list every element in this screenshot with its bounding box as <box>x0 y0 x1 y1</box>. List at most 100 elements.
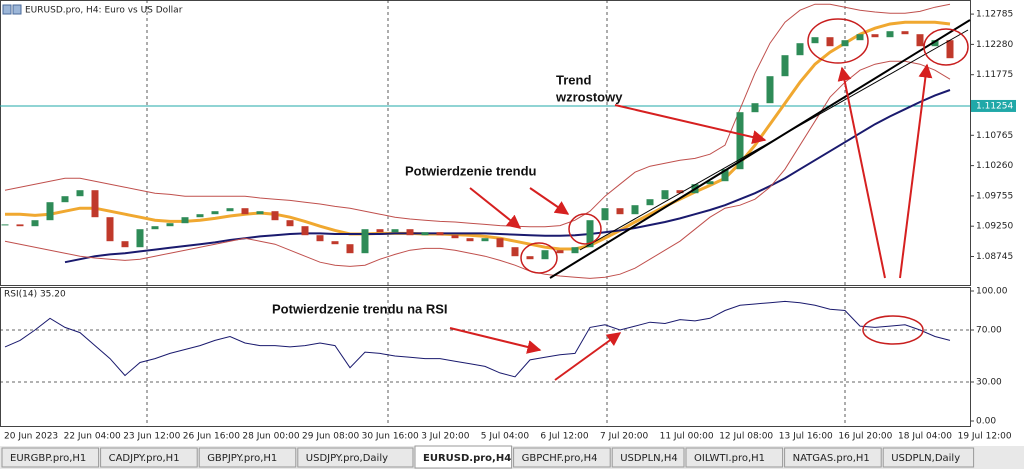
candle <box>226 208 234 212</box>
candle <box>121 241 129 248</box>
tab[interactable] <box>100 447 198 468</box>
x-tick-label: 7 Jul 20:00 <box>600 432 649 442</box>
tab[interactable] <box>414 445 513 469</box>
tab[interactable] <box>611 447 685 468</box>
annotation: Potwierdzenie trendu na RSI <box>272 301 448 316</box>
tab-label[interactable]: USDPLN,Daily <box>891 453 960 464</box>
tab-label[interactable]: CADJPY.pro,H1 <box>109 453 180 464</box>
x-tick-label: 29 Jun 08:00 <box>302 432 359 442</box>
candle <box>286 220 294 227</box>
tab-label[interactable]: OILWTI.pro,H1 <box>694 453 765 464</box>
candle <box>376 229 384 233</box>
vertical-grid <box>146 0 846 427</box>
tab[interactable] <box>198 447 297 468</box>
candle <box>736 112 744 170</box>
candle <box>1 224 9 226</box>
candle <box>781 55 789 77</box>
ellipse <box>520 242 558 274</box>
y-tick-label: 1.12280 <box>976 40 1013 50</box>
candle <box>151 226 159 230</box>
tab-label[interactable]: USDJPY.pro,Daily <box>306 453 388 464</box>
tab-label[interactable]: NATGAS.pro,H1 <box>793 453 870 464</box>
toolbar-icons <box>2 4 22 15</box>
y-tick-label: 1.12785 <box>976 10 1013 20</box>
x-tick-label: 30 Jun 16:00 <box>362 432 419 442</box>
y-tick-label: 1.09755 <box>976 191 1013 201</box>
icon[interactable] <box>2 4 12 15</box>
rsi-panel <box>0 287 971 427</box>
current-price-label: 1.11254 <box>976 101 1013 111</box>
tab-label[interactable]: GBPCHF.pro,H4 <box>522 453 598 464</box>
tab-label[interactable]: GBPJPY.pro,H1 <box>207 453 277 464</box>
line <box>64 89 951 264</box>
candle <box>676 190 684 194</box>
arrow <box>449 327 542 354</box>
arrow <box>529 187 570 215</box>
arrow <box>469 187 522 229</box>
candle <box>106 217 114 242</box>
x-tick-label: 26 Jun 16:00 <box>183 432 240 442</box>
icon[interactable] <box>12 4 22 15</box>
x-tick-label: 23 Jun 12:00 <box>123 432 180 442</box>
trend-line <box>579 29 969 251</box>
candle <box>316 235 324 242</box>
tab-label[interactable]: EURUSD.pro,H4 <box>423 453 511 464</box>
line <box>5 20 951 251</box>
x-tick-label: 5 Jul 04:00 <box>481 432 530 442</box>
candle <box>721 169 729 182</box>
x-tick-label: 13 Jul 16:00 <box>779 432 833 442</box>
arrow <box>554 332 622 381</box>
ellipse <box>862 315 924 345</box>
tab[interactable] <box>297 447 414 468</box>
y-tick-label: 1.10765 <box>976 131 1013 141</box>
tab-label[interactable]: USDPLN,H4 <box>620 453 678 464</box>
price-panel <box>0 0 971 286</box>
tabs: EURGBP.pro,H1 CADJPY.pro,H1 GBPJPY.pro,H1 U… <box>1 445 975 469</box>
candle <box>211 211 219 215</box>
line <box>4 60 951 279</box>
candle <box>841 40 849 47</box>
candle <box>241 208 249 215</box>
candle <box>481 238 489 242</box>
y-tick-label: 1.09250 <box>976 222 1013 232</box>
candle <box>871 34 879 38</box>
arrow <box>899 63 933 279</box>
candle <box>271 211 279 221</box>
candle <box>511 247 519 257</box>
candle <box>766 76 774 104</box>
tab[interactable] <box>513 447 611 468</box>
candle <box>346 244 354 254</box>
candle <box>541 250 549 260</box>
y-tick-label: 70.00 <box>976 326 1002 336</box>
candle <box>466 238 474 242</box>
chart-layer: 1.12785 1.12280 1.11775 1.10765 1.10260 1.097… <box>0 3 1016 442</box>
x-tick-label: 22 Jun 04:00 <box>64 432 121 442</box>
candle <box>916 34 924 47</box>
candle <box>436 232 444 236</box>
tab[interactable] <box>882 447 975 468</box>
candle <box>136 229 144 248</box>
tab[interactable] <box>784 447 882 468</box>
candle <box>811 37 819 44</box>
candle <box>901 31 909 35</box>
ellipse <box>923 28 969 66</box>
candle <box>361 229 369 254</box>
tab[interactable] <box>1 447 100 468</box>
ellipse <box>568 213 602 245</box>
x-tick-label: 3 Jul 20:00 <box>421 432 470 442</box>
rsi-title: RSI(14) 35.20 <box>4 290 66 300</box>
tab-label[interactable]: EURGBP.pro,H1 <box>10 453 86 464</box>
candle <box>31 220 39 227</box>
candle <box>631 205 639 215</box>
markup <box>449 18 969 381</box>
arrow <box>837 66 886 279</box>
x-tick-label: 28 Jun 00:00 <box>242 432 299 442</box>
tab[interactable] <box>685 447 784 468</box>
candle <box>526 256 534 260</box>
candle <box>166 223 174 227</box>
y-tick-label: 100.00 <box>976 287 1008 297</box>
current-price-box <box>971 99 1016 112</box>
y-tick-label: 0.00 <box>976 417 996 427</box>
candle <box>826 37 834 47</box>
